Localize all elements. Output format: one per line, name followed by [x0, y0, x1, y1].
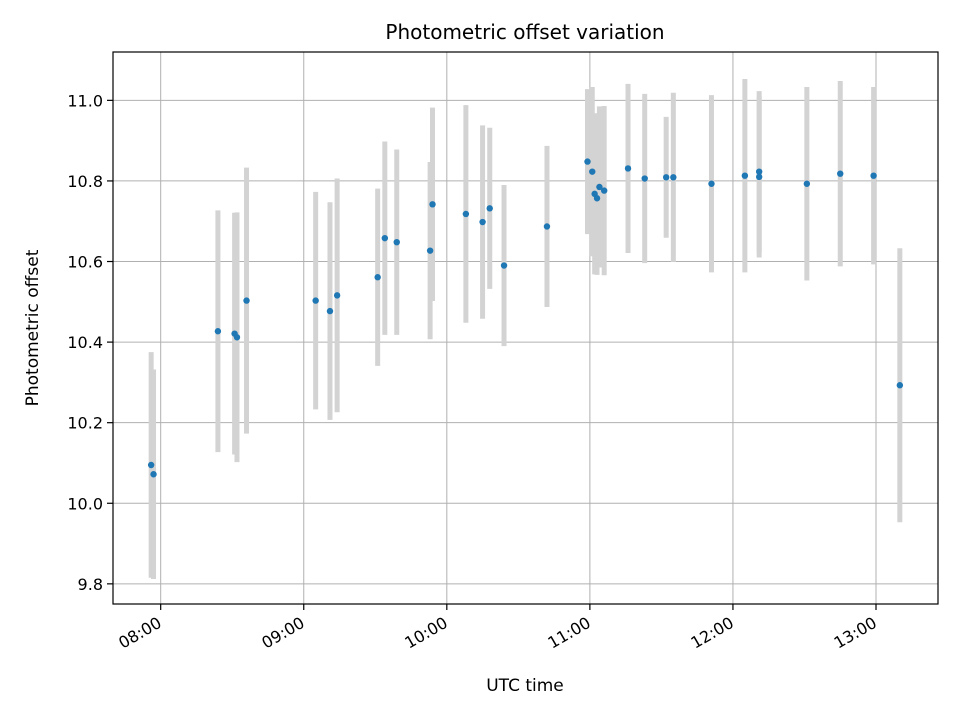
y-axis-ticks: 9.8 10.0 10.2 10.4 10.6 10.8 11.0	[67, 91, 113, 594]
data-point	[624, 165, 632, 172]
data-point	[543, 223, 551, 230]
data-point	[600, 187, 608, 194]
data-point	[462, 210, 470, 218]
data-point	[214, 328, 222, 335]
y-tick-label: 10.4	[67, 333, 103, 352]
data-point	[500, 262, 508, 269]
data-point	[803, 180, 811, 187]
y-tick-label: 10.2	[67, 414, 103, 433]
data-point	[870, 172, 877, 179]
data-point	[670, 174, 677, 181]
data-point	[393, 238, 400, 246]
y-axis-label: Photometric offset	[23, 249, 43, 406]
data-point	[593, 195, 601, 202]
data-point	[150, 471, 157, 478]
data-point	[755, 173, 763, 181]
data-point	[426, 247, 434, 254]
y-tick-label: 10.0	[67, 494, 103, 513]
data-point	[479, 218, 486, 226]
y-tick-label: 11.0	[67, 91, 103, 110]
data-point	[333, 292, 341, 299]
data-point	[837, 170, 844, 177]
x-axis-label: UTC time	[486, 676, 564, 696]
data-point	[381, 234, 389, 242]
y-tick-label: 10.8	[67, 172, 103, 191]
data-point	[243, 297, 250, 304]
data-point	[147, 461, 155, 469]
data-point	[486, 205, 493, 212]
data-point	[641, 175, 648, 182]
data-point	[233, 334, 241, 341]
data-point	[429, 201, 436, 208]
data-point	[326, 307, 334, 315]
chart-title: Photometric offset variation	[385, 20, 664, 44]
data-points	[147, 158, 904, 478]
data-point	[755, 168, 763, 175]
y-tick-label: 10.6	[67, 253, 103, 272]
data-point	[589, 168, 596, 175]
data-point	[584, 158, 591, 165]
data-point	[896, 382, 904, 389]
data-point	[708, 180, 715, 187]
data-point	[374, 274, 381, 281]
y-tick-label: 9.8	[78, 575, 103, 594]
data-point	[312, 297, 319, 304]
data-point	[596, 183, 603, 191]
data-point	[741, 172, 749, 179]
plot-frame	[112, 51, 939, 605]
data-point	[662, 174, 670, 181]
